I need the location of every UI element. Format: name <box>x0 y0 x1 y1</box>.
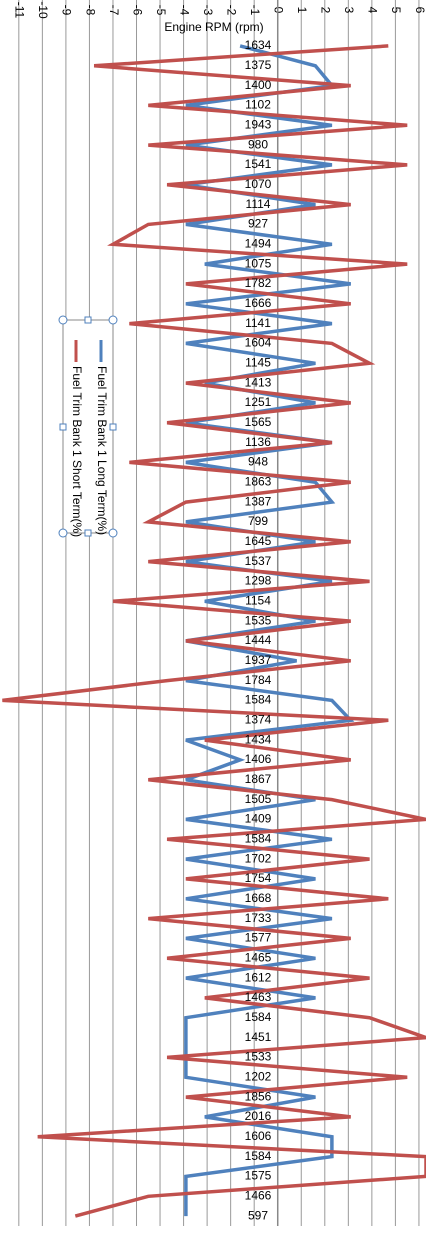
x-tick-label: 1634 <box>245 38 272 52</box>
x-tick-label: 948 <box>248 455 268 469</box>
y-tick-label: -3 <box>201 5 215 16</box>
x-tick-label: 1434 <box>245 732 272 746</box>
x-tick-label: 1406 <box>245 752 272 766</box>
y-tick-label: -4 <box>177 5 191 16</box>
x-tick-label: 1782 <box>245 276 272 290</box>
x-tick-label: 1584 <box>245 1010 272 1024</box>
x-tick-label: 1400 <box>245 78 272 92</box>
x-tick-label: 1733 <box>245 911 272 925</box>
x-tick-label: 1075 <box>245 256 272 270</box>
x-tick-label: 1577 <box>245 931 272 945</box>
x-tick-label: 1494 <box>245 236 272 250</box>
legend-handle <box>59 423 67 431</box>
y-tick-label: 1 <box>295 7 309 14</box>
x-tick-label: 1863 <box>245 474 272 488</box>
y-tick-label: -8 <box>83 5 97 16</box>
x-tick-label: 1451 <box>245 1030 272 1044</box>
x-tick-label: 1251 <box>245 395 272 409</box>
x-tick-label: 1575 <box>245 1169 272 1183</box>
x-tick-label: 1943 <box>245 117 272 131</box>
x-tick-label: 1375 <box>245 58 272 72</box>
x-tick-label: 1867 <box>245 772 272 786</box>
x-tick-label: 799 <box>248 514 268 528</box>
y-tick-label: 3 <box>342 7 356 14</box>
x-tick-label: 1154 <box>245 593 271 607</box>
x-tick-label: 1463 <box>245 990 272 1004</box>
x-tick-label: 1466 <box>245 1188 272 1202</box>
x-tick-label: 1702 <box>245 851 272 865</box>
x-tick-label: 2016 <box>245 1109 272 1123</box>
y-tick-label: -7 <box>107 5 121 16</box>
x-tick-label: 1070 <box>245 177 272 191</box>
x-tick-label: 1584 <box>245 831 272 845</box>
y-tick-label: 6 <box>413 7 426 14</box>
y-tick-label: 5 <box>389 7 403 14</box>
y-tick-label: 4 <box>366 7 380 14</box>
grid: -11 -10 -9 -8 -7 -6 -5 -4 -3 -2 -1 0 1 2 3 4 5 6 <box>13 0 426 1226</box>
x-tick-label: 1668 <box>245 891 272 905</box>
legend-label: Fuel Trim Bank 1 Short Term(%) <box>70 366 84 537</box>
y-tick-label: -2 <box>224 5 238 16</box>
x-tick-label: 1584 <box>245 1149 272 1163</box>
legend-handle <box>58 528 68 538</box>
x-tick-label: 1141 <box>245 316 271 330</box>
x-tick-label: 1298 <box>245 574 272 588</box>
y-tick-label: -11 <box>13 2 27 19</box>
x-tick-label: 1533 <box>245 1050 272 1064</box>
legend-handle <box>58 315 68 325</box>
x-tick-label: 1937 <box>245 653 272 667</box>
x-tick-label: 1604 <box>245 336 272 350</box>
x-tick-label: 1136 <box>245 435 271 449</box>
x-tick-label: 1145 <box>245 355 271 369</box>
x-tick-label: 1114 <box>246 197 271 211</box>
category-labels: 1634 1375 1400 1102 1943 980 1541 1070 1114 927 14… <box>245 38 272 1222</box>
x-tick-label: 1535 <box>245 613 272 627</box>
x-tick-label: 1102 <box>245 98 271 112</box>
x-tick-label: 1409 <box>245 812 272 826</box>
x-tick-label: 1645 <box>245 534 272 548</box>
x-tick-label: 1666 <box>245 296 272 310</box>
x-tick-label: 597 <box>248 1208 268 1222</box>
x-tick-label: 1584 <box>245 693 272 707</box>
x-tick-label: 1387 <box>245 494 272 508</box>
x-tick-label: 1202 <box>245 1069 272 1083</box>
y-tick-label: -5 <box>154 5 168 16</box>
plot-area <box>2 44 426 1218</box>
x-tick-label: 1754 <box>245 871 272 885</box>
legend-handle <box>84 316 92 324</box>
y-tick-label: -6 <box>130 5 144 16</box>
y-tick-label: -9 <box>60 5 74 16</box>
y-tick-label: 2 <box>319 7 333 14</box>
x-tick-label: 1565 <box>245 415 272 429</box>
x-tick-label: 1413 <box>245 375 272 389</box>
series-line <box>184 44 355 1217</box>
legend-handle <box>108 528 118 538</box>
x-tick-label: 1606 <box>245 1129 272 1143</box>
legend-handle <box>108 315 118 325</box>
legend-handle <box>84 529 92 537</box>
x-tick-label: 1541 <box>245 157 272 171</box>
x-tick-label: 1612 <box>245 970 272 984</box>
series-line <box>2 44 426 1218</box>
x-tick-label: 927 <box>248 217 268 231</box>
x-tick-label: 1537 <box>245 554 272 568</box>
y-tick-label: -10 <box>36 1 50 19</box>
x-tick-label: 1784 <box>245 673 272 687</box>
legend: Fuel Trim Bank 1 Long Term(%) Fuel Trim B… <box>58 315 118 538</box>
y-tick-label: 0 <box>272 7 286 14</box>
x-tick-label: 1444 <box>245 633 272 647</box>
legend-label: Fuel Trim Bank 1 Long Term(%) <box>95 366 109 535</box>
x-tick-label: 1505 <box>245 792 272 806</box>
y-tick-label: -1 <box>248 5 262 16</box>
axis-title: Engine RPM (rpm) <box>164 20 263 34</box>
legend-handle <box>109 423 117 431</box>
x-tick-label: 980 <box>248 137 268 151</box>
x-tick-label: 1856 <box>245 1089 272 1103</box>
x-tick-label: 1465 <box>245 950 272 964</box>
x-tick-label: 1374 <box>245 712 272 726</box>
